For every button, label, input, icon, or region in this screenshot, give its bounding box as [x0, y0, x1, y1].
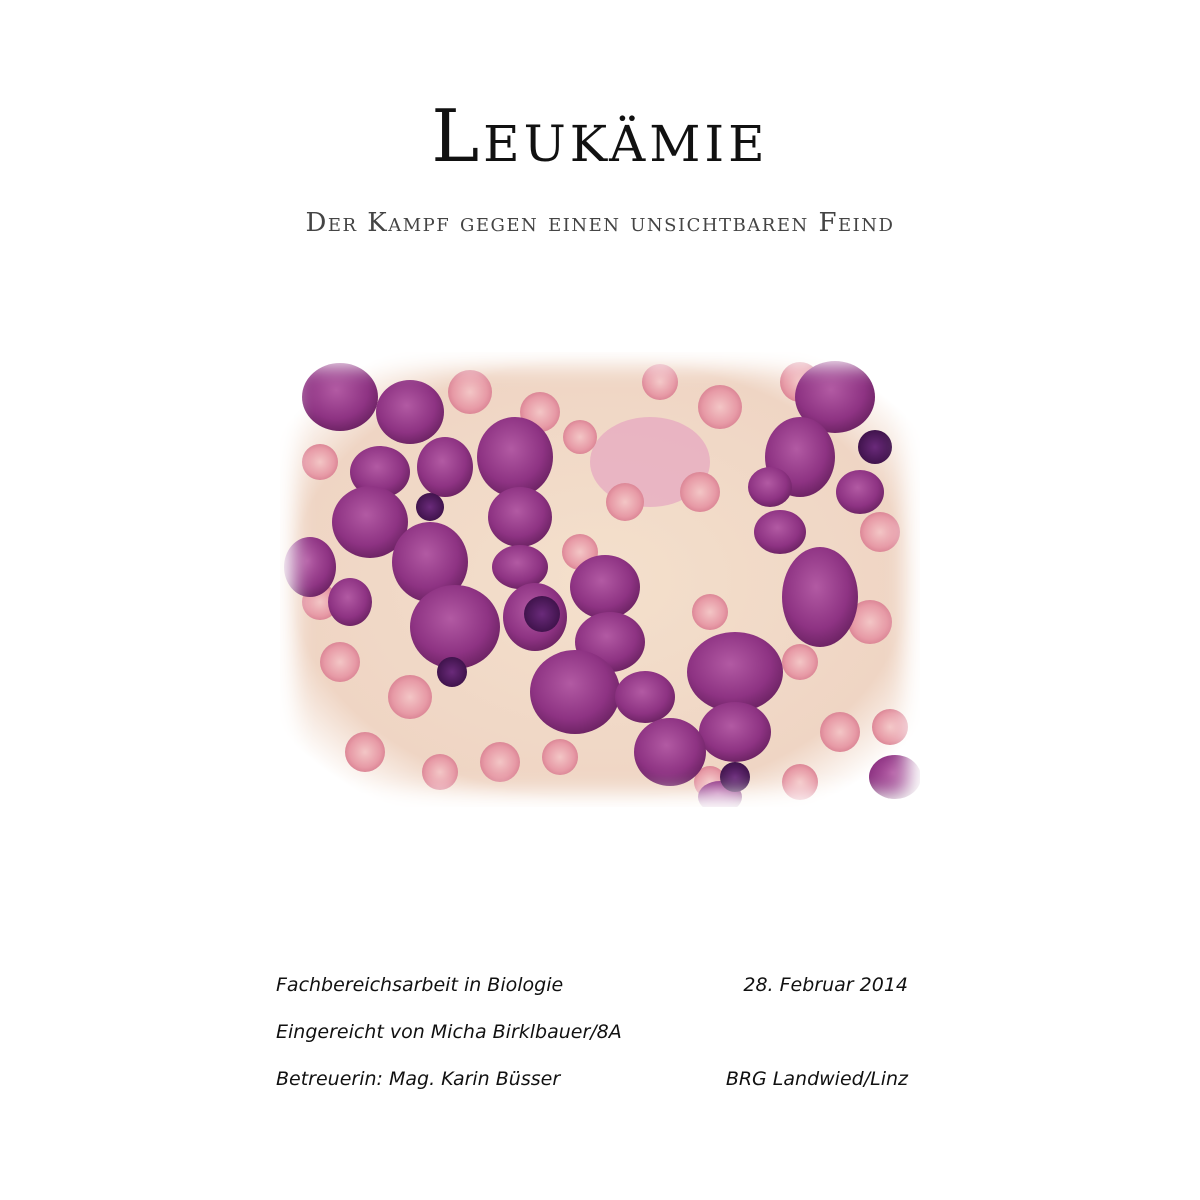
footer-row-subject: Fachbereichsarbeit in Biologie 28. Febru…	[276, 972, 908, 998]
subject-label: Fachbereichsarbeit in Biologie	[276, 974, 564, 996]
date-label: 28. Februar 2014	[743, 974, 908, 996]
supervisor-label: Betreuerin: Mag. Karin Büsser	[276, 1068, 561, 1090]
red-blood-cells	[302, 362, 908, 800]
author-label: Eingereicht von Micha Birklbauer/8A	[276, 1021, 622, 1043]
document-subtitle: Der Kampf gegen einen unsichtbaren Feind	[305, 208, 895, 238]
leukocytes	[284, 361, 920, 807]
footer-row-supervisor: Betreuerin: Mag. Karin Büsser BRG Landwi…	[276, 1066, 908, 1092]
lymphocytes	[416, 430, 892, 792]
footer-row-author: Eingereicht von Micha Birklbauer/8A	[276, 1019, 908, 1045]
blood-smear-image	[280, 352, 920, 807]
school-label: BRG Landwied/Linz	[725, 1068, 908, 1090]
document-title: Leukämie	[431, 94, 769, 178]
